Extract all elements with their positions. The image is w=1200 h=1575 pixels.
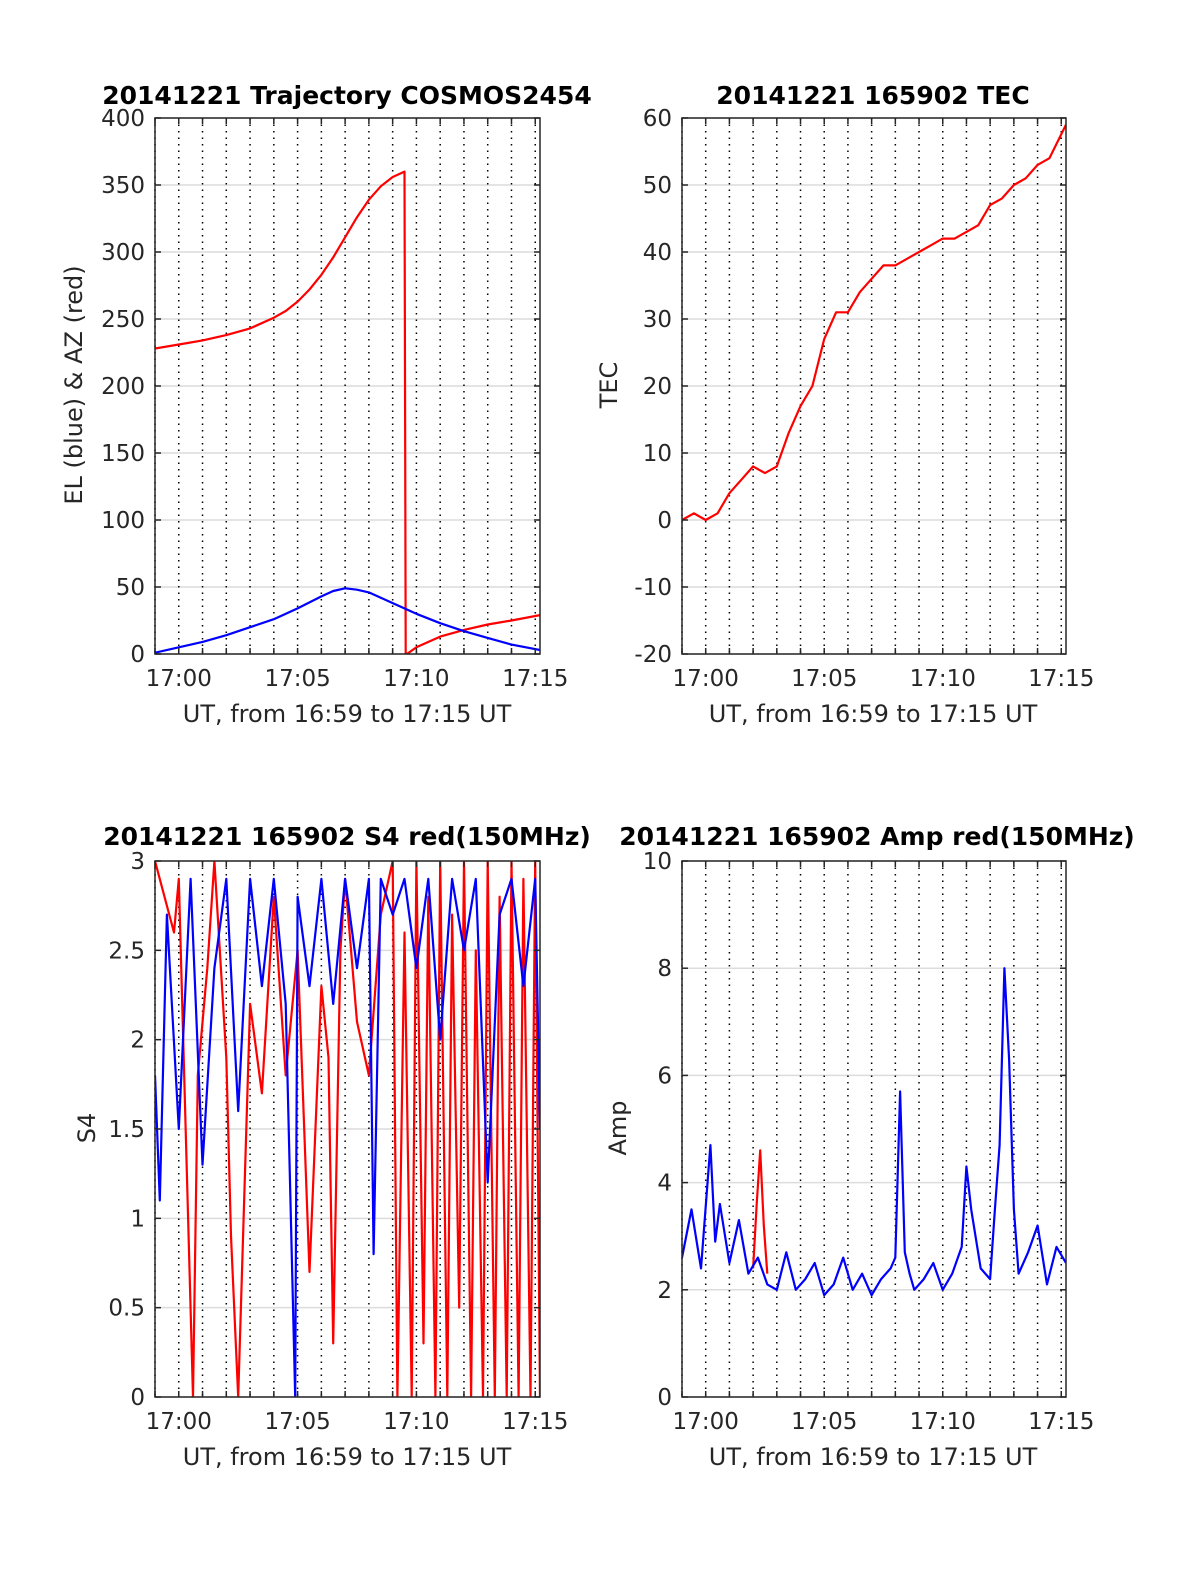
tec-panel: 20141221 165902 TEC UT, from 16:59 to 17… xyxy=(595,81,1094,728)
amp-y-tick-label: 8 xyxy=(657,956,672,982)
s4-title: 20141221 165902 S4 red(150MHz) xyxy=(103,822,591,851)
s4-x-tick-label: 17:05 xyxy=(264,1409,330,1435)
s4-panel: 20141221 165902 S4 red(150MHz) UT, from … xyxy=(73,822,591,1471)
amp-tick-marks xyxy=(681,860,1066,1398)
amp-y-tick-label: 0 xyxy=(657,1385,672,1411)
tec-x-tick-label: 17:10 xyxy=(910,666,976,692)
trajectory-x-tick-label: 17:05 xyxy=(264,666,330,692)
trajectory-y-tick-label: 150 xyxy=(101,441,145,467)
s4-y-tick-label: 1 xyxy=(130,1206,145,1232)
s4-y-tick-label: 0.5 xyxy=(108,1296,145,1322)
trajectory-y-tick-label: 0 xyxy=(130,642,145,668)
amp-series-blue-1 xyxy=(682,967,1066,1297)
s4-y-tick-label: 3 xyxy=(130,849,145,875)
s4-x-tick-label: 17:10 xyxy=(383,1409,449,1435)
s4-plot-area xyxy=(155,861,540,1397)
tec-series-red-0 xyxy=(682,124,1066,522)
tec-y-tick-label: 60 xyxy=(643,106,672,132)
tec-y-tick-label: 40 xyxy=(643,240,672,266)
s4-series-red-0 xyxy=(155,861,540,1397)
trajectory-y-tick-label: 250 xyxy=(101,307,145,333)
tec-y-tick-label: -10 xyxy=(634,575,672,601)
s4-x-tick-label: 17:15 xyxy=(502,1409,568,1435)
amp-y-tick-label: 10 xyxy=(643,849,672,875)
s4-y-tick-label: 2.5 xyxy=(108,938,145,964)
amp-x-tick-label: 17:10 xyxy=(910,1409,976,1435)
tec-x-tick-label: 17:05 xyxy=(791,666,857,692)
tec-x-label: UT, from 16:59 to 17:15 UT xyxy=(709,700,1038,728)
tec-y-tick-label: 10 xyxy=(643,441,672,467)
trajectory-y-tick-label: 100 xyxy=(101,508,145,534)
trajectory-series-red-0 xyxy=(155,170,540,654)
trajectory-title: 20141221 Trajectory COSMOS2454 xyxy=(102,81,592,110)
trajectory-tick-marks xyxy=(154,117,540,655)
amp-y-tick-label: 6 xyxy=(657,1063,672,1089)
tec-y-tick-label: 20 xyxy=(643,374,672,400)
amp-x-tick-label: 17:00 xyxy=(673,1409,739,1435)
amp-plot-area xyxy=(682,967,1066,1297)
tec-y-tick-label: 30 xyxy=(643,307,672,333)
trajectory-y-tick-label: 200 xyxy=(101,374,145,400)
trajectory-y-label: EL (blue) & AZ (red) xyxy=(60,265,88,504)
tec-y-tick-label: 0 xyxy=(657,508,672,534)
s4-series-blue-1 xyxy=(155,877,540,1397)
tec-title: 20141221 165902 TEC xyxy=(716,81,1029,110)
s4-y-tick-label: 2 xyxy=(130,1028,145,1054)
s4-x-tick-label: 17:00 xyxy=(146,1409,212,1435)
tec-x-tick-label: 17:00 xyxy=(673,666,739,692)
tec-x-tick-label: 17:15 xyxy=(1028,666,1094,692)
trajectory-x-tick-label: 17:15 xyxy=(502,666,568,692)
amp-panel: 20141221 165902 Amp red(150MHz) UT, from… xyxy=(604,822,1135,1471)
trajectory-plot-area xyxy=(155,170,540,654)
s4-y-tick-label: 1.5 xyxy=(108,1117,145,1143)
trajectory-y-tick-label: 300 xyxy=(101,240,145,266)
tec-y-tick-label: 50 xyxy=(643,173,672,199)
trajectory-y-tick-label: 350 xyxy=(101,173,145,199)
amp-x-label: UT, from 16:59 to 17:15 UT xyxy=(709,1443,1038,1471)
tec-y-tick-label: -20 xyxy=(634,642,672,668)
tec-y-label: TEC xyxy=(595,362,623,410)
trajectory-panel: 20141221 Trajectory COSMOS2454 UT, from … xyxy=(60,81,592,728)
tec-plot-area xyxy=(682,124,1066,522)
trajectory-x-tick-label: 17:00 xyxy=(146,666,212,692)
s4-x-label: UT, from 16:59 to 17:15 UT xyxy=(183,1443,512,1471)
amp-series-red-0 xyxy=(752,1149,769,1274)
s4-y-tick-label: 0 xyxy=(130,1385,145,1411)
amp-title: 20141221 165902 Amp red(150MHz) xyxy=(619,822,1135,851)
trajectory-series-blue-1 xyxy=(155,587,540,654)
amp-x-tick-label: 17:05 xyxy=(791,1409,857,1435)
tec-tick-marks xyxy=(681,117,1066,655)
amp-y-label: Amp xyxy=(604,1100,632,1155)
amp-y-tick-label: 2 xyxy=(657,1278,672,1304)
s4-tick-marks xyxy=(154,860,540,1398)
s4-y-label: S4 xyxy=(73,1113,101,1144)
trajectory-x-tick-label: 17:10 xyxy=(383,666,449,692)
trajectory-y-tick-label: 400 xyxy=(101,106,145,132)
trajectory-y-tick-label: 50 xyxy=(116,575,145,601)
amp-axes-box xyxy=(681,860,1067,1398)
amp-x-tick-label: 17:15 xyxy=(1028,1409,1094,1435)
amp-y-tick-label: 4 xyxy=(657,1171,672,1197)
trajectory-x-label: UT, from 16:59 to 17:15 UT xyxy=(183,700,512,728)
